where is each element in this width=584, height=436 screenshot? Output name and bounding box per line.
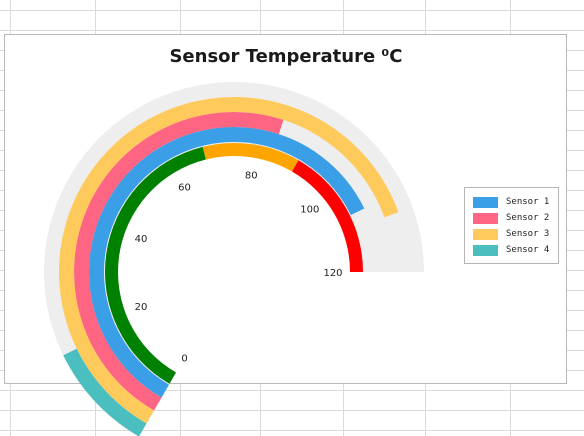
legend-swatch <box>473 244 498 256</box>
color-band-68-90 <box>202 142 299 172</box>
chart-title: Sensor Temperature ⁰C <box>169 46 403 67</box>
legend-item: Sensor 4 <box>473 242 558 258</box>
tick-label: 80 <box>245 171 258 182</box>
legend-label: Sensor 1 <box>506 197 550 207</box>
legend-item: Sensor 2 <box>473 210 558 226</box>
legend-swatch <box>473 228 498 240</box>
tick-label: 120 <box>323 268 342 279</box>
tick-label: 60 <box>178 182 191 193</box>
range-bar-sensor-4 <box>63 348 147 436</box>
legend-swatch <box>473 196 498 208</box>
tick-label: 0 <box>181 354 187 365</box>
legend-label: Sensor 3 <box>506 229 550 239</box>
tick-label: 40 <box>135 234 148 245</box>
legend-label: Sensor 4 <box>506 245 550 255</box>
tick-label: 100 <box>300 204 319 215</box>
chart-legend: Sensor 1 Sensor 2 Sensor 3 Sensor 4 <box>464 187 559 264</box>
legend-item: Sensor 1 <box>473 194 558 210</box>
legend-swatch <box>473 212 498 224</box>
legend-label: Sensor 2 <box>506 213 550 223</box>
legend-item: Sensor 3 <box>473 226 558 242</box>
color-band-0-68 <box>104 146 206 384</box>
tick-label: 20 <box>135 302 148 313</box>
color-band-90-120 <box>292 160 363 272</box>
